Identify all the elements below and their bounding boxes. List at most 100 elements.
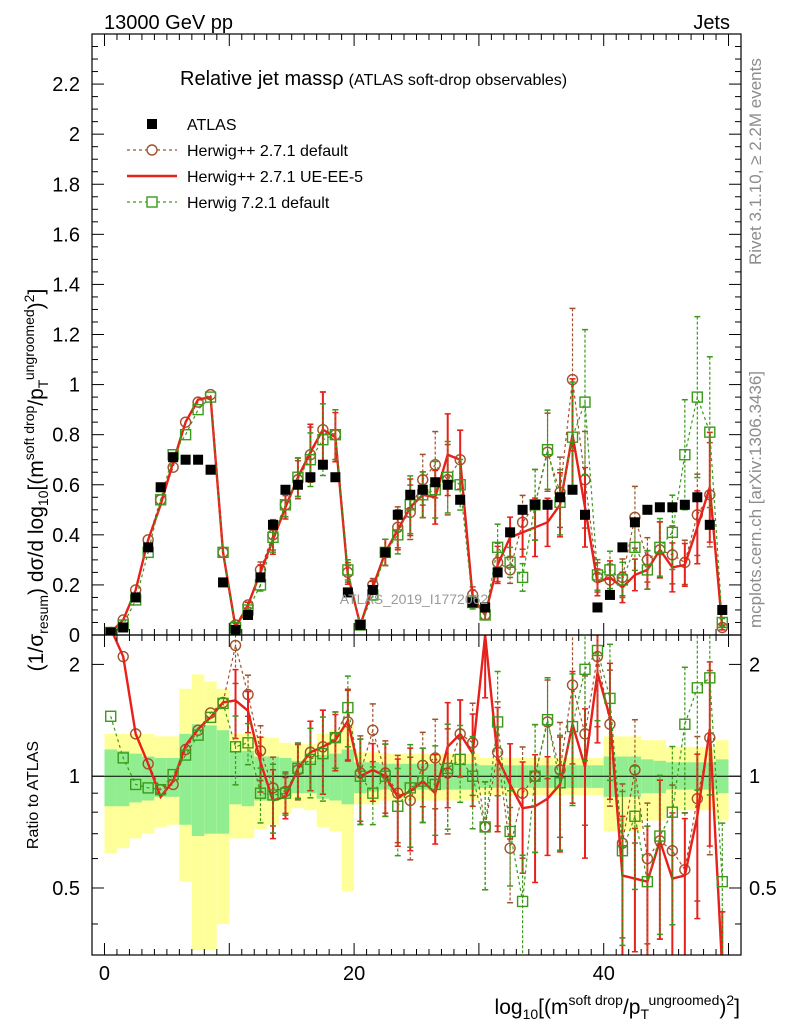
ratio-herwig7-default-point [217,697,229,710]
ratio-herwig7-default-point [292,762,304,775]
atlas-data-point [155,482,166,493]
herwig7-default-point [516,571,529,584]
atlas-data-point [717,604,728,615]
ratio-herwig7-default-point [229,741,242,753]
ratio-herwig7-default-point [529,770,541,782]
atlas-data-point [130,592,141,603]
atlas-data-point [255,572,266,583]
ratio-herwig7-default-point [129,778,142,791]
herwig7-default-point [604,564,616,576]
ratio-herwig-default-point [717,965,727,975]
herwig7-default-point [342,564,354,576]
y-tick-label: 1.4 [52,274,80,296]
band-inner-bin [129,753,142,803]
uncertainty-bands [92,674,741,951]
axes: 0 0.2 0.4 0.6 0.8 1 1.2 1.4 1.6 1.8 2 2.2 0 20 40 0.5 0.… [52,33,777,985]
ratio-herwig7-default-point [417,775,429,787]
jets-label: Jets [693,12,730,34]
ratio-herwig7-default-point [716,875,728,888]
ratio-herwig7-default-point [117,752,129,764]
y-tick-label: 1.8 [52,174,80,196]
herwig7-default-point [591,569,604,581]
legend: ATLAS Herwig++ 2.7.1 default Herwig++ 2.7.… [127,117,363,212]
atlas-data-point [430,477,441,488]
atlas-data-point [692,492,703,503]
ratio-herwig7-default-point [279,787,292,799]
ratio-herwig7-default-point [254,787,267,799]
herwig7-default-point [504,556,516,569]
atlas-data-point [530,499,541,510]
y-tick-label: 1 [69,375,80,397]
ratio-herwig7-default-line [110,649,723,902]
atlas-data-point [579,509,590,520]
herwig-ue-ee5-line [109,395,724,634]
atlas-data-point [617,542,628,553]
y-tick-label: 0.6 [52,475,80,497]
atlas-data-point [180,454,191,465]
ratio-herwig7-default-point [342,701,354,714]
ratio-herwig7-default-point [329,731,342,744]
y-tick-label: 2 [69,124,80,146]
atlas-data-point [517,504,528,515]
atlas-data-point [243,609,254,620]
y-axis-label: (1/σresum) dσ/d log10[(msoft drop/pTungr… [21,289,51,672]
herwig7-default-point [217,546,229,559]
atlas-data-point [704,519,715,530]
herwig7-default-point [304,454,317,466]
herwig7-default-point [704,426,716,438]
herwig7-default-point [491,541,504,554]
ratio-herwig7-default-point [392,800,404,812]
herwig7-default-point [616,574,629,586]
atlas-data-point [505,527,516,538]
ratio-herwig7-default-point [367,787,379,799]
legend-label: ATLAS [187,117,237,134]
ratio-herwig7-default-point [404,782,416,794]
band-inner-bin [166,757,180,797]
atlas-data-point [405,489,416,500]
herwig7-default-point [329,428,342,441]
ratio-herwig-default-point [142,758,154,770]
atlas-data-point [567,484,578,495]
herwig7-default-point [641,564,654,576]
ratio-y-tick-label-right: 0.5 [749,878,777,900]
atlas-data-point [342,587,353,598]
herwig7-default-point [579,396,591,408]
ratio-herwig7-default-point [554,777,566,789]
main-panel-series [105,307,728,635]
atlas-data-point [417,484,428,495]
ratio-herwig7-default-point [691,682,704,694]
ratio-herwig7-default-point [242,737,254,749]
x-tick-label: 0 [99,963,110,985]
ratio-herwig7-default-point [317,747,329,760]
ratio-herwig-default-point [629,764,641,776]
chart-title-main: Relative jet massρ [180,68,344,90]
atlas-data-point [118,622,129,633]
y-tick-label: 0.4 [52,525,80,547]
atlas-data-point [168,452,179,463]
atlas-data-point [455,494,466,505]
atlas-data-point [218,577,229,588]
ratio-herwig7-default-point [454,753,466,766]
ratio-y-tick-label-left: 0.5 [52,878,80,900]
herwig7-default-point [654,541,666,554]
ratio-herwig7-default-point [566,720,579,733]
atlas-data-point [267,519,278,530]
atlas-data-point [654,502,665,513]
ratio-herwig7-default-point [629,810,641,822]
ratio-herwig7-default-point [604,692,616,705]
legend-label: Herwig 7.2.1 default [187,195,330,212]
ratio-herwig7-default-point [442,762,454,775]
band-inner-bin [216,730,230,834]
atlas-data-point [305,472,316,483]
ratio-herwig7-default-point [704,672,716,684]
atlas-data-point [355,619,366,630]
band-inner-bin [191,724,205,837]
legend-atlas-marker [147,119,157,129]
legend-label: Herwig++ 2.7.1 UE-EE-5 [187,169,363,186]
mcplots-label: mcplots.cern.ch [arXiv:1306.3436] [746,371,765,628]
herwig7-default-point [404,499,416,511]
ratio-herwig7-default-point [354,770,367,782]
atlas-data-point [230,624,241,635]
ratio-herwig7-default-point [105,710,117,722]
